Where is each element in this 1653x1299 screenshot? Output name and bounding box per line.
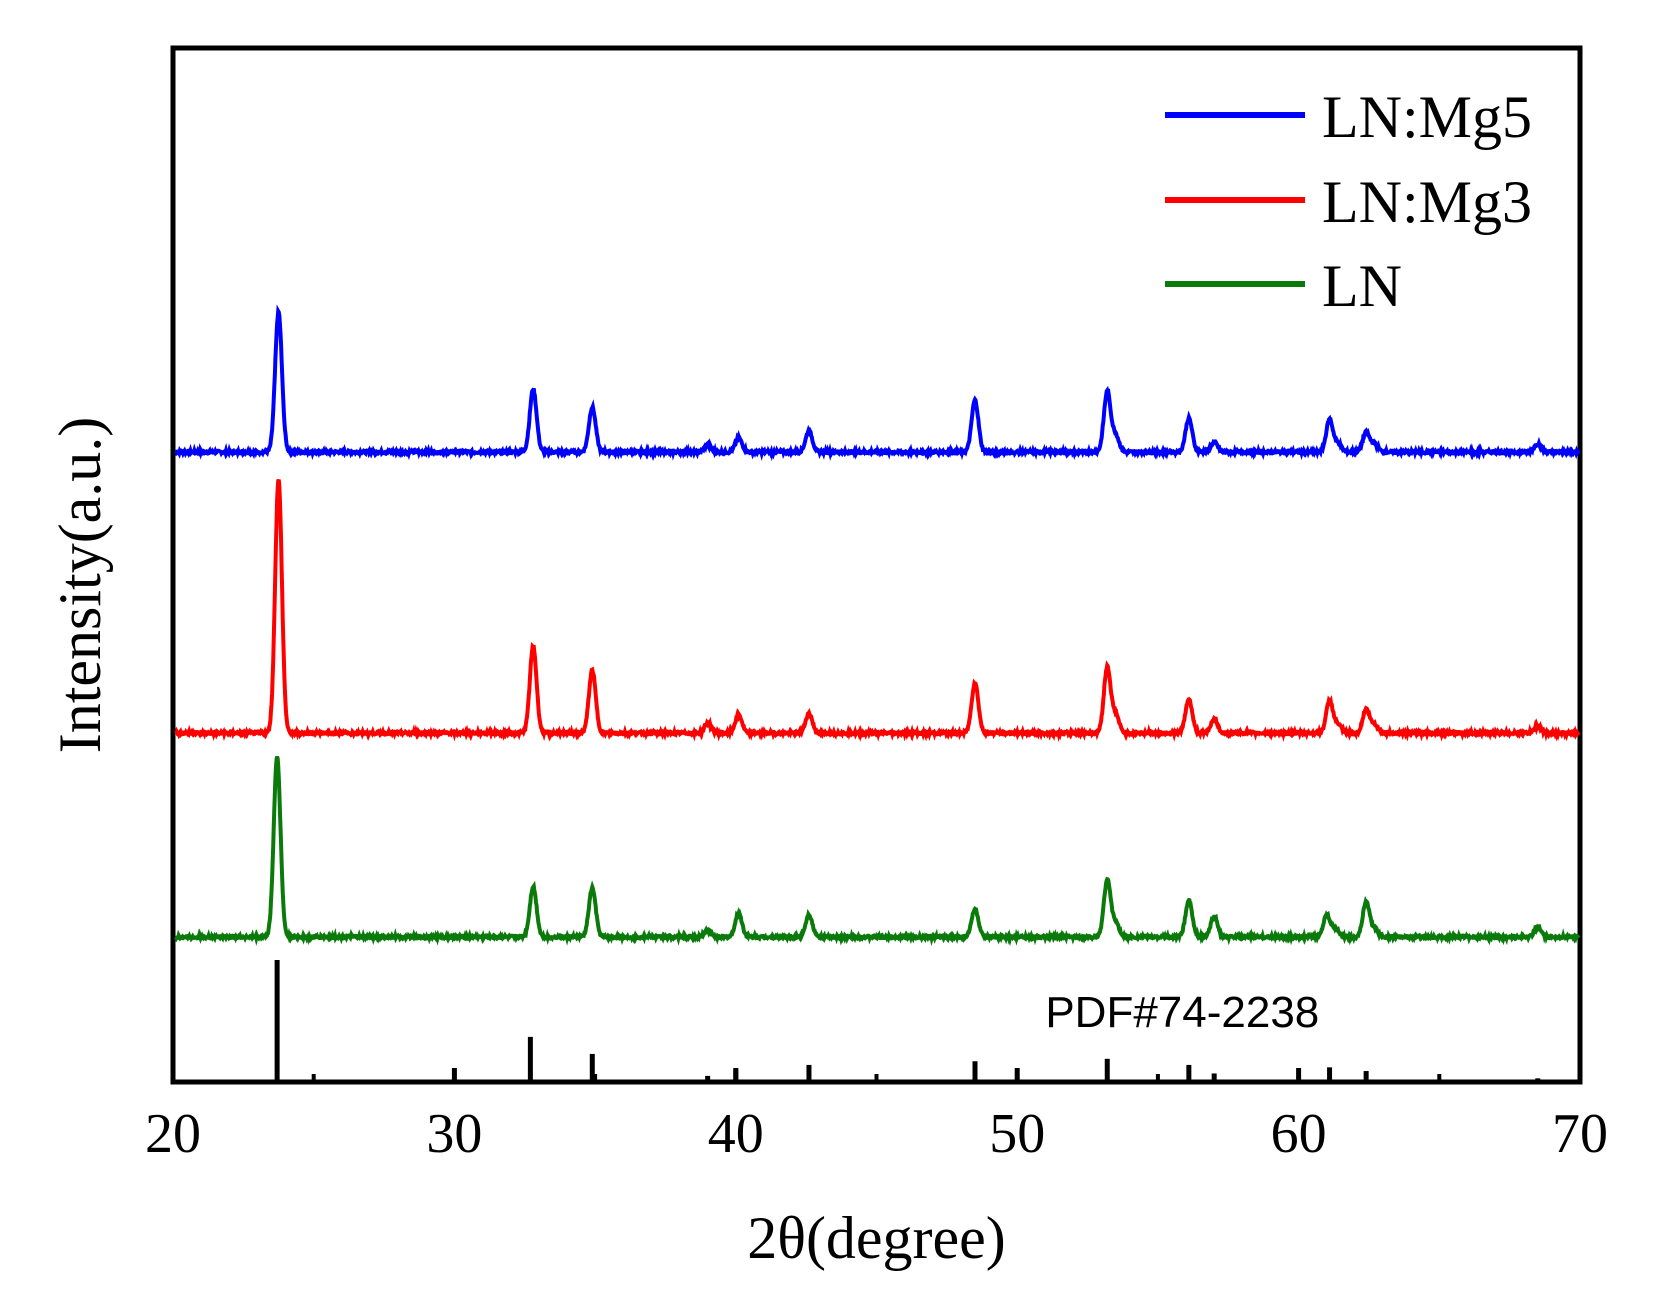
x-tick-label: 70 — [1552, 1103, 1608, 1165]
reference-label: PDF#74-2238 — [1045, 988, 1319, 1037]
x-tick-label: 40 — [708, 1103, 764, 1165]
legend-label: LN — [1322, 253, 1402, 319]
x-tick-label: 50 — [989, 1103, 1045, 1165]
series-line-ln-mg5 — [174, 304, 1581, 462]
x-tick-label: 60 — [1271, 1103, 1327, 1165]
x-axis-label: 2θ(degree) — [747, 1205, 1006, 1271]
legend: LN:Mg5 LN:Mg3 LN — [1165, 84, 1532, 319]
x-tick-label: 30 — [426, 1103, 482, 1165]
x-tick-label: 20 — [145, 1103, 201, 1165]
series-line-ln-mg3 — [174, 478, 1581, 743]
x-axis: 20 30 40 50 60 70 — [145, 1068, 1608, 1165]
reference-layer — [274, 960, 1541, 1082]
y-axis-label: Intensity(a.u.) — [47, 417, 113, 754]
legend-label: LN:Mg5 — [1322, 84, 1532, 150]
series-layer — [174, 304, 1581, 947]
legend-label: LN:Mg3 — [1322, 169, 1532, 235]
series-line-ln — [174, 756, 1581, 947]
